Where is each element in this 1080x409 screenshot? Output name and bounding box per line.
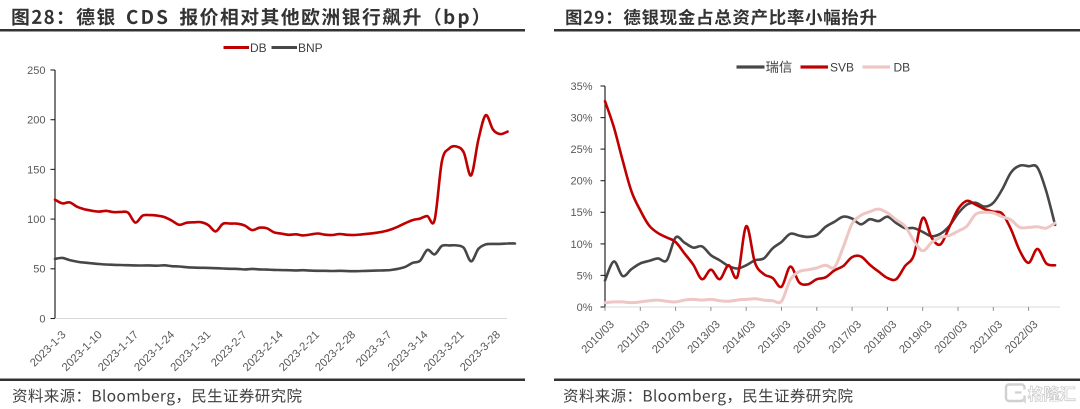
svg-text:DB: DB (250, 41, 267, 55)
svg-text:150: 150 (27, 164, 45, 176)
svg-text:200: 200 (27, 115, 45, 127)
svg-text:SVB: SVB (830, 61, 854, 75)
svg-text:30%: 30% (570, 113, 592, 125)
svg-text:35%: 35% (570, 81, 592, 93)
svg-text:100: 100 (27, 214, 45, 226)
svg-text:BNP: BNP (298, 41, 323, 55)
svg-text:0: 0 (39, 313, 45, 325)
svg-text:0%: 0% (577, 302, 593, 314)
svg-text:DB: DB (894, 61, 911, 75)
svg-text:50: 50 (33, 264, 45, 276)
svg-text:250: 250 (27, 65, 45, 77)
svg-text:15%: 15% (570, 207, 592, 219)
svg-text:20%: 20% (570, 176, 592, 188)
svg-text:25%: 25% (570, 144, 592, 156)
svg-text:10%: 10% (570, 239, 592, 251)
svg-text:5%: 5% (577, 270, 593, 282)
